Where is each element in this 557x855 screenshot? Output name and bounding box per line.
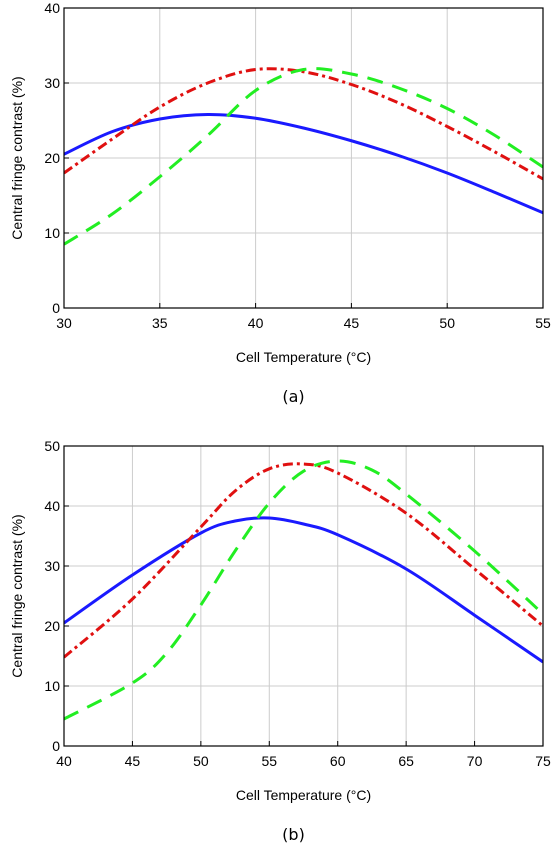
- y-tick-label: 0: [52, 738, 60, 754]
- plot-frame: [63, 445, 544, 747]
- y-tick-label: 20: [44, 618, 60, 634]
- x-tick-label: 55: [535, 315, 551, 331]
- x-tick-label: 70: [467, 753, 483, 769]
- figure-caption: (a): [282, 387, 304, 406]
- y-tick-label: 10: [44, 225, 60, 241]
- series-line-blue: [64, 516, 543, 664]
- y-tick-label: 30: [44, 558, 60, 574]
- figure-caption: (b): [282, 825, 305, 844]
- x-tick-label: 50: [439, 315, 455, 331]
- x-tick-label: 55: [261, 753, 277, 769]
- y-tick-label: 0: [52, 300, 60, 316]
- x-tick-label: 45: [344, 315, 360, 331]
- chart-b: 40 45 50 55 60 65 70 75 0 10 20 30 40 50 Cell Temperat…: [9, 438, 551, 844]
- x-tick-label: 30: [56, 315, 72, 331]
- y-tick-label: 30: [44, 75, 60, 91]
- y-tick-label: 40: [44, 0, 60, 16]
- x-tick-label: 40: [248, 315, 264, 331]
- y-axis-title: Central fringe contrast (%): [9, 514, 25, 677]
- x-tick-label: 65: [398, 753, 414, 769]
- x-tick-label: 75: [535, 753, 551, 769]
- x-tick-label: 35: [152, 315, 168, 331]
- x-tick-label: 50: [193, 753, 209, 769]
- y-tick-label: 40: [44, 498, 60, 514]
- y-axis-title: Central fringe contrast (%): [9, 76, 25, 239]
- x-tick-label: 45: [125, 753, 141, 769]
- x-axis-title: Cell Temperature (°C): [236, 349, 371, 365]
- series-line-blue: [64, 112, 543, 215]
- chart-a: 30 35 40 45 50 55 0 10 20 30 40 Cell Temperature (°…: [9, 0, 551, 406]
- series-line-green: [64, 459, 543, 721]
- series-line-green: [64, 67, 543, 246]
- y-tick-label: 50: [44, 438, 60, 454]
- x-tick-label: 40: [56, 753, 72, 769]
- x-tick-label: 60: [330, 753, 346, 769]
- x-axis-title: Cell Temperature (°C): [236, 787, 371, 803]
- y-tick-label: 10: [44, 678, 60, 694]
- y-tick-label: 20: [44, 150, 60, 166]
- series-line-red: [64, 67, 543, 181]
- series-line-red: [64, 462, 543, 659]
